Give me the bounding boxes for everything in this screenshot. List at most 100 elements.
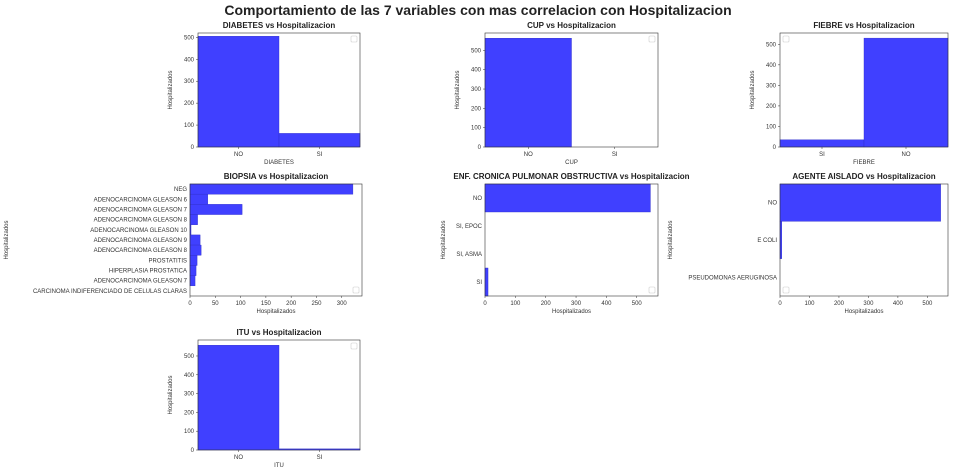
y-tick-label: ADENOCARCINOMA GLEASON 9 [94,238,188,244]
figure-suptitle: Comportamiento de las 7 variables con ma… [224,2,732,18]
y-tick-label: NO [473,196,482,202]
y-tick-label: 300 [184,392,195,398]
bar [779,139,865,148]
x-tick-label: NO [524,152,533,158]
y-axis-label: Hospitalizados [168,375,174,414]
x-tick-label: 100 [804,301,815,307]
bar [863,37,949,148]
y-tick-label: 100 [184,123,195,129]
bar [189,193,208,205]
x-axis-label: CUP [565,160,578,166]
y-tick-label: 200 [766,104,777,110]
x-tick-label: SI [317,152,323,158]
subplot-5: ENF. CRONICA PULMONAR OBSTRUCTIVA vs Hos… [441,172,690,315]
y-tick-label: 0 [773,145,777,151]
x-tick-label: NO [902,152,911,158]
axes-frame [779,183,949,297]
bar [197,345,280,451]
x-tick-label: 0 [778,301,782,307]
y-tick-label: ADENOCARCINOMA GLEASON 10 [90,228,187,234]
x-tick-label: NO [234,455,243,461]
subplot-title: FIEBRE vs Hospitalizacion [813,21,914,30]
bar [197,36,280,148]
axes-frame [484,183,659,297]
axes-frame [189,183,363,297]
subplot-6: AGENTE AISLADO vs Hospitalizacion NO E COL… [668,172,949,315]
y-tick-label: 400 [471,68,482,74]
bar [189,275,196,287]
x-axis-label: FIEBRE [853,160,875,166]
x-axis-label: Hospitalizados [844,309,883,315]
x-axis-label: DIABETES [264,160,294,166]
bar [189,265,197,276]
y-tick-label: 200 [184,410,195,416]
subplot-2: CUP vs Hospitalizacion NO SI 0 100 200 300 400 5… [455,21,659,166]
subplot-title: BIOPSIA vs Hospitalizacion [224,172,329,181]
bar [189,255,198,266]
x-tick-label: 0 [483,301,487,307]
subplot-4: BIOPSIA vs Hospitalizacion NEG ADENOCARCIN… [4,172,363,315]
x-tick-label: 250 [311,301,322,307]
legend-box [350,35,358,43]
y-axis-label: Hospitalizados [750,70,756,109]
bar [189,204,243,215]
bar [779,183,941,222]
y-axis-label: Hospitalizados [168,70,174,109]
subplot-title: AGENTE AISLADO vs Hospitalizacion [792,172,935,181]
y-tick-label: 400 [766,63,777,69]
x-tick-label: SI [612,152,618,158]
x-tick-label: 300 [863,301,874,307]
subplot-title: ITU vs Hospitalizacion [237,328,322,337]
y-tick-label: 100 [471,126,482,132]
y-tick-label: PSEUDOMONAS AERUGINOSA [688,275,777,281]
subplot-title: ENF. CRONICA PULMONAR OBSTRUCTIVA vs Hos… [453,172,689,181]
x-tick-label: NO [234,152,243,158]
legend-box [352,286,360,294]
bar [189,234,201,246]
y-tick-label: E COLI [757,238,777,244]
y-tick-label: HIPERPLASIA PROSTATICA [109,269,187,275]
x-tick-label: 100 [510,301,521,307]
x-tick-label: 150 [261,301,272,307]
x-tick-label: 400 [601,301,612,307]
y-tick-label: PROSTATITIS [149,258,187,264]
bar [484,183,651,213]
y-tick-label: 100 [184,429,195,435]
axes-frame [197,339,361,451]
bar [189,183,354,195]
y-tick-label: CARCINOMA INDIFERENCIADO DE CELULAS CLAR… [33,289,187,295]
x-tick-label: 200 [286,301,297,307]
x-tick-label: 200 [834,301,845,307]
bar [484,38,572,148]
x-axis-label: Hospitalizados [256,309,295,315]
x-tick-label: 400 [893,301,904,307]
y-tick-label: ADENOCARCINOMA GLEASON 8 [94,248,188,254]
subplot-title: DIABETES vs Hospitalizacion [223,21,336,30]
x-tick-label: SI [819,152,825,158]
legend-box [350,342,358,350]
y-tick-label: 0 [478,145,482,151]
bar [484,267,489,297]
y-tick-label: 200 [471,106,482,112]
axes-frame [779,32,949,148]
y-axis-label: Hospitalizados [4,220,10,259]
y-tick-label: 100 [766,124,777,130]
y-axis-label: Hospitalizados [668,220,674,259]
bar [189,214,198,225]
x-axis-label: ITU [274,463,284,469]
x-tick-label: 300 [571,301,582,307]
y-tick-label: 0 [191,145,195,151]
bar [189,244,202,256]
x-tick-label: 500 [632,301,643,307]
legend-box [648,286,656,294]
subplot-3: FIEBRE vs Hospitalizacion SI NO 0 100 200 300 4… [750,21,949,166]
axes-frame [197,32,361,148]
y-tick-label: SI, EPOC [456,224,483,230]
x-tick-label: 300 [337,301,348,307]
y-tick-label: 500 [766,42,777,48]
y-tick-label: NEG [174,187,187,193]
y-tick-label: 300 [184,79,195,85]
x-tick-label: 100 [236,301,247,307]
y-tick-label: ADENOCARCINOMA GLEASON 7 [94,279,188,285]
y-tick-label: NO [768,201,777,207]
